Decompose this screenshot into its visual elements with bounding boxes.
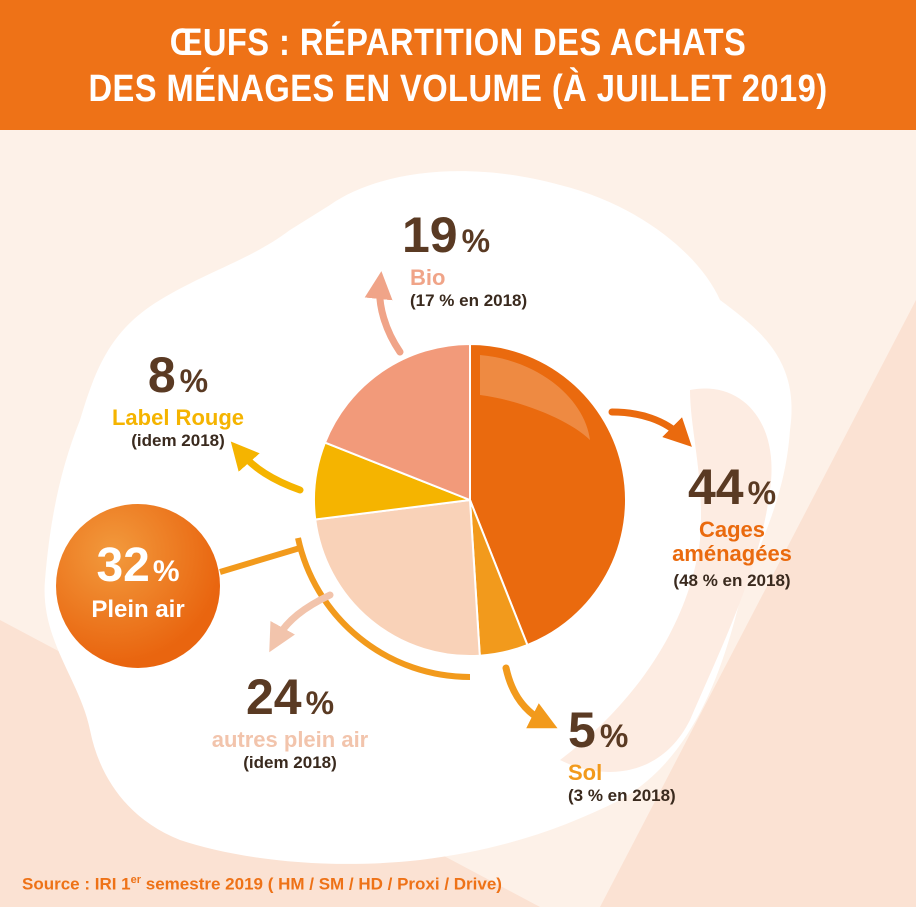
arrow-bio (364, 271, 404, 356)
arrow-cages (608, 408, 692, 447)
autres-name: autres plein air (211, 727, 369, 752)
source-note: Source : IRI 1er semestre 2019 ( HM / SM… (22, 874, 502, 894)
pie-slice-autres (314, 498, 481, 657)
sol-name: Sol (568, 760, 603, 785)
pie-slice-bio (323, 342, 471, 502)
label-cages: 44% Cages aménagées (48 % en 2018) (656, 462, 808, 592)
pie-highlight (480, 355, 590, 440)
plein-air-total-circle: 32% Plein air (56, 504, 220, 668)
label-autres-plein-air: 24% autres plein air (idem 2018) (200, 672, 380, 774)
autres-note: (idem 2018) (243, 753, 337, 772)
plein-air-name: Plein air (91, 596, 185, 623)
label-sol: 5% Sol (3 % en 2018) (568, 705, 676, 807)
sol-note: (3 % en 2018) (568, 786, 676, 805)
label-rouge-percent: 8% (147, 347, 209, 403)
cages-note: (48 % en 2018) (673, 571, 791, 590)
title-banner: ŒUFS : RÉPARTITION DES ACHATS DES MÉNAGE… (0, 0, 916, 130)
cages-name-line-2: aménagées (672, 541, 792, 566)
chart-title-line-1: ŒUFS : RÉPARTITION DES ACHATS (169, 22, 747, 64)
autres-percent: 24% (245, 669, 335, 725)
arrow-label-rouge (230, 441, 304, 494)
arrow-sol (502, 664, 558, 729)
plein-air-percent: 32% (96, 539, 180, 592)
cages-name-line-1: Cages (698, 517, 766, 542)
bio-name: Bio (410, 265, 446, 290)
label-rouge-name: Label Rouge (111, 405, 244, 430)
sol-percent: 5% (568, 702, 629, 758)
chart-title-line-2: DES MÉNAGES EN VOLUME (À JUILLET 2019) (88, 68, 828, 110)
bio-percent: 19% (402, 207, 491, 263)
label-bio: 19% Bio (17 % en 2018) (402, 210, 527, 312)
egg-white-inner-shadow (560, 388, 772, 772)
pie-slice-cages (469, 342, 627, 647)
arrow-autres-plein-air (269, 591, 334, 653)
plein-air-bracket-arc (295, 537, 471, 680)
label-rouge-note: (idem 2018) (131, 431, 225, 450)
plein-air-connector-line (219, 545, 301, 575)
bio-note: (17 % en 2018) (410, 291, 528, 310)
cages-percent: 44% (687, 459, 777, 515)
label-label-rouge: 8% Label Rouge (idem 2018) (108, 350, 248, 452)
background-diagonal-band-right (600, 300, 916, 907)
